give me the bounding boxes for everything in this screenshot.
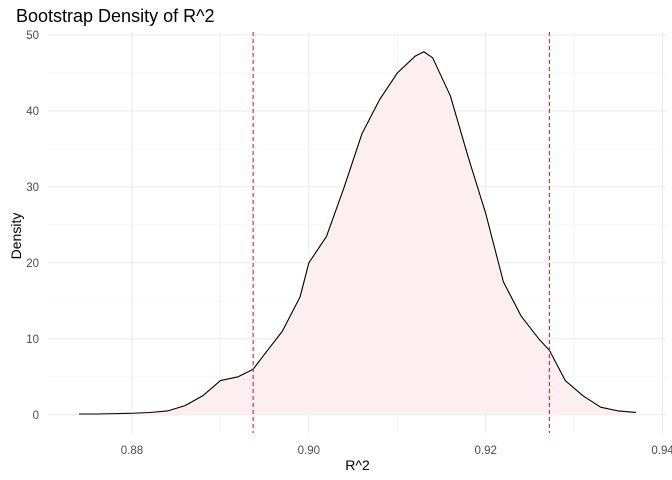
y-tick-label: 20	[26, 258, 39, 270]
interval-lines	[252, 32, 550, 433]
density-curve	[78, 51, 637, 415]
x-tick-label: 0.92	[475, 445, 497, 457]
density-fill	[78, 51, 637, 415]
chart-title: Bootstrap Density of R^2	[16, 6, 215, 26]
x-tick-label: 0.88	[121, 445, 143, 457]
x-tick-label: 0.94	[651, 445, 672, 457]
y-tick-label: 10	[26, 334, 39, 346]
tick-labels: 0.88 0.90 0.92 0.94 0 10 20 30 40 50	[26, 30, 672, 457]
x-tick-label: 0.90	[298, 445, 320, 457]
x-axis-title: R^2	[345, 457, 370, 473]
y-tick-label: 30	[26, 182, 39, 194]
y-axis-title: Density	[8, 213, 24, 260]
y-tick-label: 40	[26, 106, 39, 118]
y-tick-label: 50	[26, 30, 39, 42]
density-area-layer	[78, 51, 637, 415]
y-tick-label: 0	[33, 410, 39, 422]
